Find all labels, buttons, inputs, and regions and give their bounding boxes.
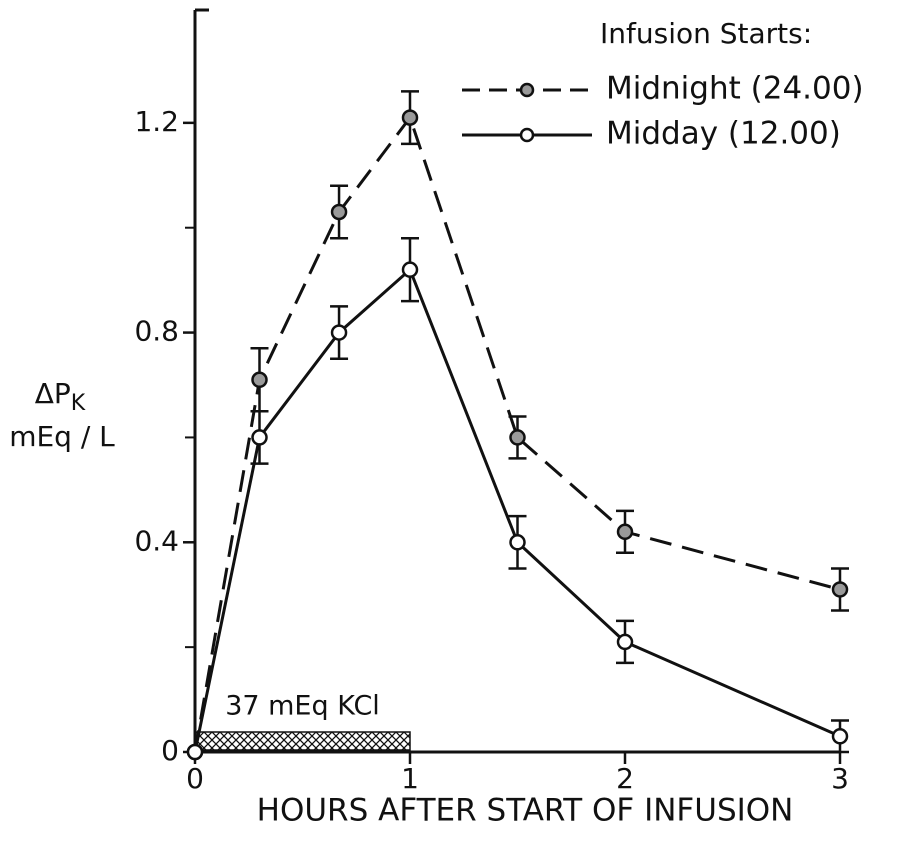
series-line bbox=[193, 267, 841, 753]
y-tick-label: 0.8 bbox=[134, 315, 179, 348]
x-axis-label: HOURS AFTER START OF INFUSION bbox=[257, 793, 794, 829]
y-tick-label: 0 bbox=[161, 734, 179, 767]
data-point bbox=[330, 203, 348, 221]
legend-label: Midday (12.00) bbox=[606, 116, 841, 152]
x-tick-label: 3 bbox=[831, 762, 849, 795]
infusion-label: 37 mEq KCl bbox=[225, 691, 380, 722]
data-point bbox=[616, 633, 634, 651]
y-tick-label: 1.2 bbox=[134, 105, 179, 138]
data-point bbox=[251, 429, 268, 446]
x-tick-label: 2 bbox=[616, 762, 634, 795]
data-point bbox=[401, 109, 419, 126]
data-point bbox=[401, 261, 419, 278]
data-point bbox=[509, 534, 526, 551]
data-point bbox=[831, 728, 849, 745]
data-point bbox=[186, 743, 204, 761]
data-point bbox=[509, 429, 526, 446]
y-axis-unit: mEq / L bbox=[9, 420, 115, 453]
x-tick-label: 1 bbox=[401, 762, 419, 795]
legend-marker bbox=[519, 82, 535, 98]
legend-label: Midnight (24.00) bbox=[606, 71, 864, 107]
data-point bbox=[616, 523, 634, 541]
y-axis-label: ΔPK bbox=[35, 377, 86, 416]
legend-marker bbox=[519, 127, 535, 143]
y-label-subscript: K bbox=[71, 391, 86, 416]
data-point bbox=[831, 581, 849, 598]
x-tick-label: 0 bbox=[186, 762, 204, 795]
data-point bbox=[330, 324, 348, 341]
data-point bbox=[251, 371, 268, 389]
legend-title: Infusion Starts: bbox=[600, 17, 812, 50]
y-label-symbol: ΔP bbox=[35, 377, 71, 410]
y-tick-label: 0.4 bbox=[134, 524, 179, 557]
infusion-bar bbox=[194, 731, 411, 751]
